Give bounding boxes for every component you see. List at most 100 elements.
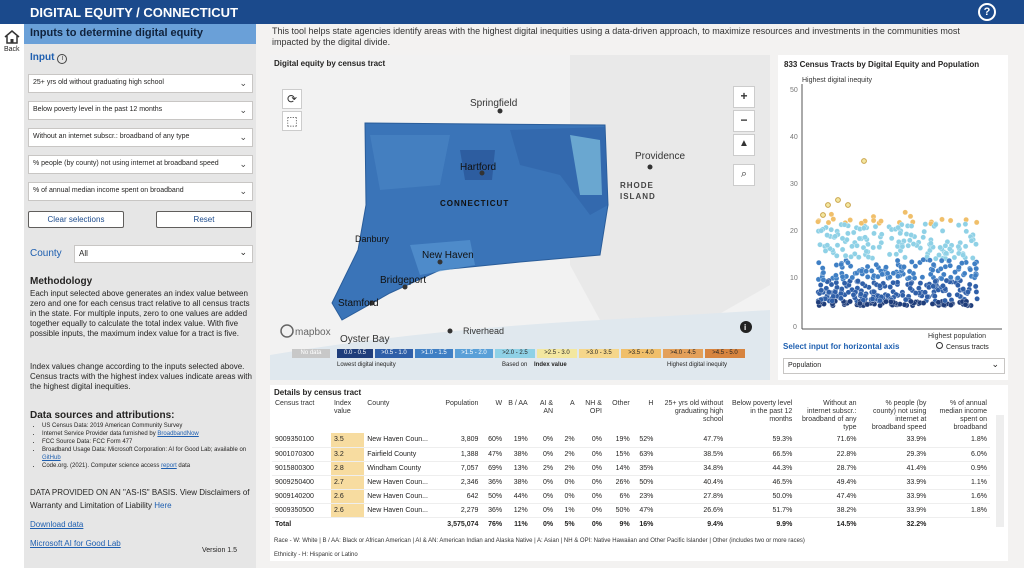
scatter-point[interactable] (833, 272, 839, 279)
scatter-point[interactable] (815, 299, 822, 306)
scatter-point[interactable] (929, 267, 936, 273)
scatter-point[interactable] (908, 298, 914, 305)
scatter-point[interactable] (932, 293, 938, 299)
rect-select-icon[interactable]: ⬚ (282, 111, 302, 131)
scatter-point[interactable] (962, 243, 969, 250)
scatter-point[interactable] (938, 275, 945, 282)
compass-icon[interactable]: ▲ (733, 134, 755, 156)
input-dropdown-4[interactable]: % people (by county) not using internet … (28, 155, 253, 174)
scatter-point[interactable] (895, 224, 901, 231)
table-row[interactable]: 9009350100 3.5 New Haven Coun... 3,809 60% 19… (272, 433, 990, 448)
scatter-point[interactable] (849, 274, 856, 281)
scatter-point[interactable] (911, 275, 918, 281)
scatter-point[interactable] (855, 278, 861, 284)
scatter-point[interactable] (887, 284, 893, 290)
scatter-point[interactable] (899, 243, 906, 250)
scatter-point[interactable] (912, 290, 919, 296)
scatter-point[interactable] (823, 285, 830, 292)
input-dropdown-5[interactable]: % of annual median income spent on broad… (28, 182, 253, 201)
input-dropdown-1[interactable]: 25+ yrs old without graduating high scho… (28, 74, 253, 93)
scatter-point[interactable] (961, 270, 968, 277)
scatter-point[interactable] (943, 277, 950, 284)
scatter-point[interactable] (839, 286, 845, 292)
scatter-point[interactable] (929, 301, 936, 307)
scatter-point[interactable] (952, 269, 958, 275)
scatter-point[interactable] (942, 242, 949, 249)
scatter-point[interactable] (912, 263, 919, 269)
scatter-point[interactable] (960, 286, 966, 292)
map-canvas[interactable]: Springfield Providence RHODE ISLAND Hart… (270, 55, 770, 380)
scatter-point[interactable] (828, 211, 835, 218)
scatter-point[interactable] (856, 235, 863, 242)
scatter-point[interactable] (826, 289, 832, 295)
scatter-point[interactable] (852, 251, 858, 257)
scatter-point[interactable] (815, 218, 821, 225)
scatter-point[interactable] (822, 248, 829, 254)
scatter-point[interactable] (883, 298, 889, 305)
scatter-point[interactable] (966, 281, 973, 288)
scatter-point[interactable] (838, 295, 844, 302)
col-header[interactable]: Below poverty level in the past 12 month… (732, 400, 793, 423)
scatter-point[interactable] (864, 301, 871, 308)
scatter-point[interactable] (946, 257, 952, 264)
scatter-point[interactable] (870, 217, 877, 224)
scatter-point[interactable] (830, 293, 837, 300)
scatter-point[interactable] (962, 301, 969, 308)
scatter-point[interactable] (838, 261, 844, 268)
scatter-point[interactable] (973, 289, 980, 295)
scatter-point[interactable] (834, 253, 840, 259)
scatter-point[interactable] (927, 257, 933, 263)
scatter-point[interactable] (968, 237, 975, 244)
scatter-point[interactable] (937, 244, 943, 251)
scatter-point[interactable] (876, 244, 883, 250)
input-dropdown-3[interactable]: Without an internet subscr.: broadband o… (28, 128, 253, 147)
scatter-point[interactable] (920, 256, 927, 263)
scatter-point[interactable] (839, 246, 846, 253)
scatter-point[interactable] (861, 158, 867, 164)
scatter-point[interactable] (928, 240, 934, 247)
scatter-point[interactable] (838, 290, 844, 297)
table-row[interactable]: 9009140200 2.6 New Haven Coun... 642 50% 44% 0… (272, 489, 990, 504)
scatter-point[interactable] (936, 252, 942, 258)
github-link[interactable]: GitHub (42, 455, 61, 461)
scatter-point[interactable] (842, 252, 849, 259)
download-data-link[interactable]: Download data (30, 520, 84, 529)
scatter-point[interactable] (947, 262, 953, 269)
scatter-point[interactable] (948, 302, 954, 308)
scatter-point[interactable] (839, 235, 846, 242)
scatter-point[interactable] (845, 230, 851, 237)
horizontal-axis-selector[interactable]: Select input for horizontal axis (783, 342, 900, 351)
scatter-point[interactable] (955, 222, 962, 228)
disclaimer-link[interactable]: Here (154, 501, 172, 510)
scatter-point[interactable] (818, 287, 824, 294)
scatter-point[interactable] (955, 282, 961, 288)
scatter-point[interactable] (834, 242, 841, 248)
scatter-point[interactable] (860, 297, 867, 303)
scatter-point[interactable] (906, 268, 913, 275)
search-icon[interactable]: ⌕ (733, 164, 755, 186)
scatter-point[interactable] (922, 289, 928, 296)
col-header[interactable]: 25+ yrs old without graduating high scho… (664, 400, 724, 423)
back-label[interactable]: Back (4, 46, 20, 53)
scatter-point[interactable] (935, 299, 942, 306)
scatter-point[interactable] (850, 292, 857, 298)
scatter-point[interactable] (859, 280, 866, 287)
scatter-plot[interactable]: Highest digital inequity 50 40 30 20 10 … (778, 55, 1008, 380)
scatter-point[interactable] (890, 270, 897, 276)
county-dropdown[interactable]: All ⌄ (74, 245, 253, 263)
scatter-point[interactable] (863, 248, 870, 255)
scatter-point[interactable] (921, 228, 927, 235)
scatter-point[interactable] (845, 202, 851, 208)
scatter-point[interactable] (818, 227, 824, 234)
info-icon[interactable]: i (57, 54, 68, 64)
col-header[interactable]: Population (445, 400, 479, 407)
col-header[interactable]: % people (by county) not using internet … (871, 400, 927, 431)
scatter-point[interactable] (951, 254, 958, 261)
scatter-point[interactable] (902, 209, 908, 216)
scatter-point[interactable] (940, 283, 946, 289)
scatter-point[interactable] (932, 221, 939, 228)
scatter-point[interactable] (910, 241, 917, 247)
scatter-point[interactable] (970, 255, 976, 261)
scatter-point[interactable] (820, 277, 827, 283)
scatter-point[interactable] (901, 301, 908, 308)
